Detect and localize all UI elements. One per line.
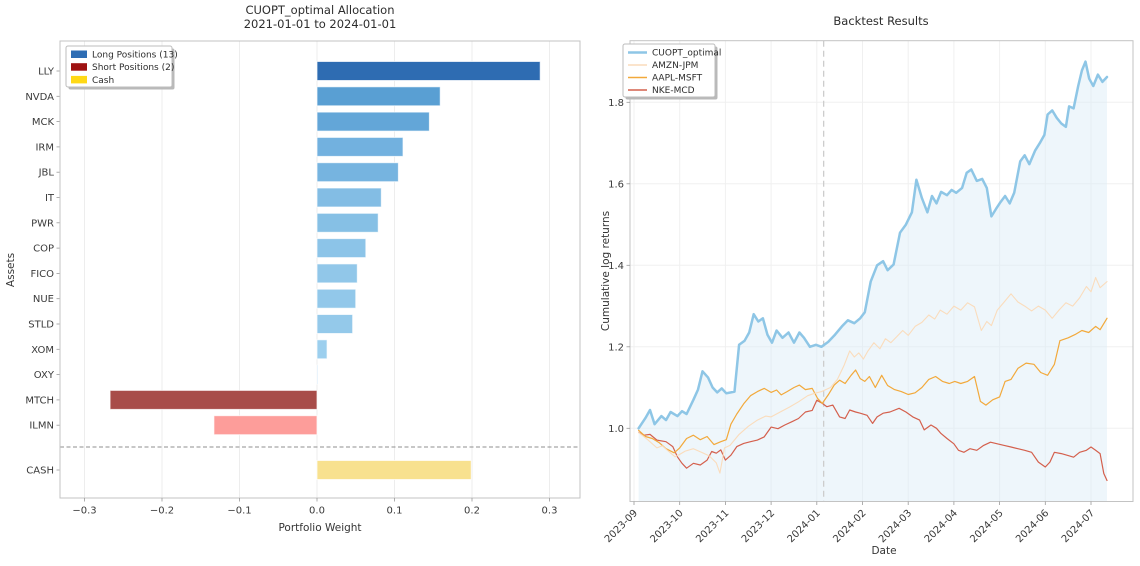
bar-IRM (316, 136, 404, 157)
ytick-label-MCK: MCK (32, 117, 55, 128)
backtest-yaxis-label: Cumulative log returns (600, 211, 612, 331)
ytick-label-IRM: IRM (35, 142, 54, 153)
xtick-label: 2023-10 (648, 508, 685, 545)
bar-XOM (316, 339, 328, 360)
plot-frame (59, 40, 581, 499)
legend-swatch-icon (71, 50, 87, 58)
legend-box (65, 45, 173, 88)
allocation-chart-title: CUOPT_optimal Allocation (245, 3, 394, 17)
legend-label: Short Positions (2) (92, 63, 174, 73)
allocation-chart-subtitle: 2021-01-01 to 2024-01-01 (244, 17, 397, 31)
xtick-label: 0.3 (542, 506, 558, 517)
bar-JBL (316, 162, 399, 183)
ytick-label: 1.8 (608, 98, 624, 109)
xtick-label: 2024-05 (968, 508, 1005, 545)
ytick-label: 1.4 (608, 261, 624, 272)
bar-COP (316, 238, 367, 259)
series-line-AMZN-JPM (638, 276, 1108, 474)
ytick-label-STLD: STLD (28, 320, 54, 331)
legend-label: CUOPT_optimal (652, 49, 721, 59)
backtest-chart-title: Backtest Results (833, 14, 928, 28)
legend-label: Cash (92, 76, 114, 86)
xtick-label: 2024-03 (877, 508, 914, 545)
series-line-NKE-MCD (637, 399, 1108, 482)
xtick-label: 2024-01 (786, 508, 823, 545)
bar-LLY (316, 61, 541, 81)
ytick-label: 1.2 (608, 342, 624, 353)
xtick-label: 2024-04 (923, 508, 960, 545)
ytick-label-XOM: XOM (31, 345, 54, 356)
bar-PWR (316, 212, 379, 233)
bar-NVDA (316, 86, 441, 107)
allocation-yaxis-label: Assets (5, 253, 17, 287)
ytick-label-COP: COP (33, 244, 54, 255)
xtick-label: 2023-09 (603, 508, 640, 545)
xtick-label: 2024-07 (1060, 508, 1097, 545)
bar-FICO (316, 263, 358, 284)
allocation-xaxis-label: Portfolio Weight (278, 522, 361, 534)
xtick-label: −0.2 (150, 506, 174, 517)
bar-ILMN (213, 415, 318, 436)
allocation-bar-chart: LLY NVDA MCK IRM JBL IT PWR COP FICO NUE STLD XOM OX… (25, 40, 581, 517)
bar-OXY (316, 364, 319, 385)
ytick-label-PWR: PWR (31, 218, 54, 229)
backtest-xaxis-label: Date (871, 545, 896, 557)
legend-label: AMZN-JPM (652, 61, 698, 71)
bar-STLD (316, 314, 354, 334)
xtick-label: 2024-06 (1014, 508, 1051, 545)
series-line-CUOPT_optimal (637, 60, 1109, 430)
ytick-label-NUE: NUE (33, 294, 54, 305)
area-fill-CUOPT_optimal (638, 61, 1107, 502)
legend-label: AAPL-MSFT (652, 74, 703, 84)
bar-NUE (316, 288, 357, 309)
legend-box (622, 43, 716, 98)
legend-label: NKE-MCD (652, 86, 695, 96)
ytick-label-OXY: OXY (34, 370, 55, 381)
ytick-label-CASH: CASH (26, 466, 54, 477)
xtick-label: −0.3 (72, 506, 96, 517)
backtest-line-chart: 1.0 1.2 1.4 1.6 1.8 2023-09 2023-10 2023-11 2023… (603, 40, 1134, 545)
xtick-label: −0.1 (227, 506, 251, 517)
ytick-label-FICO: FICO (30, 269, 54, 280)
bar-IT (316, 187, 382, 208)
series-line-AAPL-MSFT (637, 317, 1108, 454)
ytick-label-LLY: LLY (38, 67, 55, 78)
legend-label: Long Positions (13) (92, 51, 178, 61)
ytick-label-JBL: JBL (38, 168, 55, 179)
xtick-label: 2023-11 (694, 508, 731, 545)
ytick-label-NVDA: NVDA (25, 92, 54, 103)
legend-swatch-icon (71, 63, 87, 71)
plot-frame (629, 40, 1134, 502)
legend-swatch-icon (71, 75, 87, 84)
bar-CASH (316, 460, 472, 480)
ytick-label-IT: IT (45, 193, 55, 204)
xtick-label: 0.0 (309, 506, 325, 517)
ytick-label-ILMN: ILMN (29, 421, 54, 432)
xtick-label: 2023-12 (740, 508, 777, 545)
xtick-label: 0.2 (464, 506, 480, 517)
bar-MCK (316, 111, 430, 132)
xtick-label: 0.1 (387, 506, 403, 517)
bar-MTCH (109, 389, 318, 410)
ytick-label-MTCH: MTCH (25, 395, 54, 406)
xtick-label: 2024-02 (831, 508, 868, 545)
ytick-label: 1.0 (608, 424, 624, 435)
ytick-label: 1.6 (608, 179, 624, 190)
